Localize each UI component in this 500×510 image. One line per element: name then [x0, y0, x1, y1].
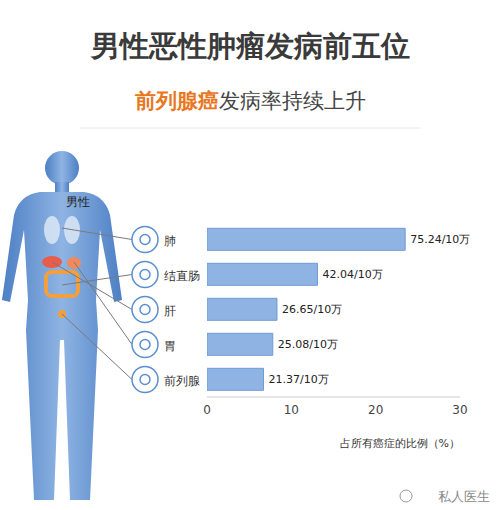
- svg-text:0: 0: [203, 403, 211, 417]
- svg-text:10: 10: [284, 403, 299, 417]
- svg-text:20: 20: [368, 403, 383, 417]
- svg-text:21.37/10万: 21.37/10万: [269, 373, 329, 386]
- svg-text:占所有癌症的比例（%）: 占所有癌症的比例（%）: [340, 437, 460, 450]
- svg-text:结直肠: 结直肠: [164, 269, 200, 283]
- svg-text:25.08/10万: 25.08/10万: [278, 338, 338, 351]
- svg-text:前列腺: 前列腺: [164, 374, 200, 388]
- svg-text:男性: 男性: [66, 195, 90, 209]
- svg-text:26.65/10万: 26.65/10万: [282, 303, 342, 316]
- svg-text:私人医生: 私人医生: [438, 489, 490, 504]
- svg-text:肝: 肝: [164, 304, 176, 318]
- svg-text:胃: 胃: [164, 339, 176, 353]
- svg-text:30: 30: [452, 403, 467, 417]
- svg-text:75.24/10万: 75.24/10万: [410, 233, 470, 246]
- svg-text:42.04/10万: 42.04/10万: [322, 268, 382, 281]
- svg-text:肺: 肺: [164, 234, 176, 248]
- svg-text:前列腺癌发病率持续上升: 前列腺癌发病率持续上升: [134, 89, 366, 113]
- svg-text:男性恶性肿瘤发病前五位: 男性恶性肿瘤发病前五位: [90, 29, 410, 63]
